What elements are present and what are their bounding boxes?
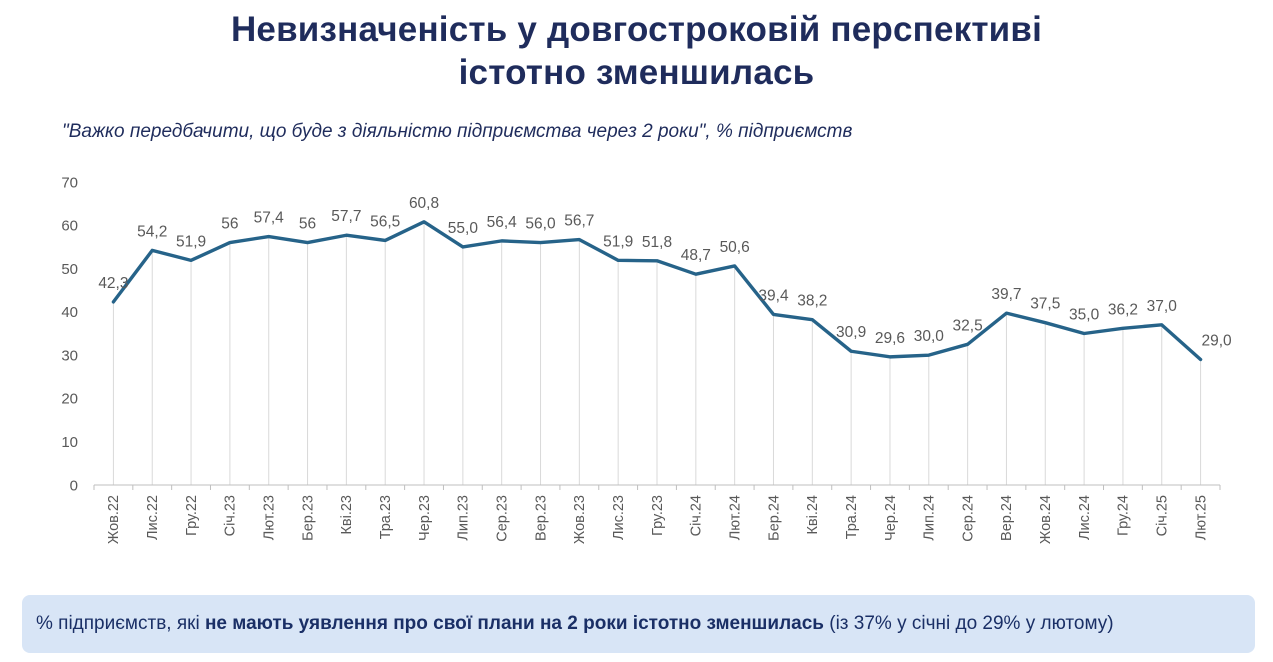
data-point-label: 50,6 [720, 239, 750, 256]
series-line [111, 220, 1203, 362]
data-point-label: 36,2 [1108, 301, 1138, 318]
x-axis-category-label: Лют.25 [1193, 495, 1209, 540]
note-banner: % підприємств, які не мають уявлення про… [22, 595, 1255, 653]
x-axis-category-label: Тра.23 [378, 495, 394, 539]
x-axis-category-label: Лип.24 [922, 495, 938, 541]
x-axis-category-label: Чер.23 [417, 495, 433, 541]
page-title-line1: Невизначеність у довгостроковій перспект… [230, 10, 1043, 49]
data-point-label: 57,7 [331, 208, 361, 225]
data-point-label: 56 [299, 216, 316, 233]
data-point-label: 29,0 [1202, 332, 1233, 349]
x-axis-category-label: Кві.23 [339, 495, 355, 535]
data-point-label: 56,4 [487, 214, 518, 231]
chart-subtitle: "Важко передбачити, що буде з діяльністю… [62, 121, 853, 142]
x-axis-category-label: Вер.24 [999, 495, 1015, 541]
y-axis-tick-label: 30 [61, 347, 78, 364]
y-axis-tick-label: 0 [70, 477, 78, 494]
x-axis-category-label: Лис.22 [145, 495, 161, 540]
page-title: Невизначеність у довгостроковій перспект… [0, 8, 1273, 95]
x-axis-category-label: Гру.22 [184, 495, 200, 536]
data-point-label: 30,9 [836, 324, 866, 341]
x-axis-category-label: Бер.23 [300, 495, 316, 541]
x-axis-category-label: Сер.24 [960, 495, 976, 542]
y-axis-tick-label: 10 [61, 434, 78, 451]
data-point-label: 29,6 [875, 330, 905, 347]
note-text-prefix: % підприємств, які [36, 613, 205, 634]
data-point-label: 48,7 [681, 247, 711, 264]
note-text-bold: не мають уявлення про свої плани на 2 ро… [204, 613, 824, 634]
x-axis-category-label: Січ.25 [1155, 495, 1171, 536]
data-point-label: 55,0 [448, 220, 479, 237]
data-point-label: 51,9 [176, 233, 206, 250]
x-axis-category-label: Тра.24 [844, 495, 860, 539]
data-point-label: 56,5 [370, 213, 400, 230]
data-point-label: 38,2 [797, 293, 827, 310]
x-axis-category-label: Сер.23 [494, 495, 510, 542]
x-axis-category-label: Гру.23 [650, 495, 666, 536]
x-axis-category-label: Бер.24 [766, 495, 782, 541]
page-title-line2: істотно зменшилась [458, 53, 815, 93]
x-axis-category-label: Лип.23 [456, 495, 472, 541]
data-point-label: 54,2 [137, 223, 167, 240]
y-axis-tick-label: 50 [61, 261, 78, 278]
x-axis-category-label: Чер.24 [883, 495, 899, 541]
y-axis-tick-label: 40 [61, 304, 78, 321]
x-axis-category-label: Кві.24 [805, 495, 821, 535]
data-point-label: 60,8 [409, 195, 439, 212]
y-axis-tick-label: 20 [61, 391, 78, 408]
x-axis-category-label: Лис.24 [1077, 495, 1093, 540]
data-point-label: 37,5 [1030, 296, 1060, 313]
data-point-label: 35,0 [1069, 307, 1100, 324]
data-point-label: 56,7 [564, 213, 594, 230]
data-point-label: 57,4 [254, 210, 285, 227]
data-point-label: 42,3 [98, 275, 128, 292]
data-point-label: 39,7 [991, 286, 1021, 303]
x-axis-category-label: Жов.23 [572, 495, 588, 544]
data-point-label: 51,8 [642, 234, 672, 251]
x-axis-category-label: Січ.24 [689, 495, 705, 536]
data-point-label: 56,0 [525, 216, 556, 233]
x-axis-category-label: Жов.22 [106, 495, 122, 544]
x-axis-category-label: Лис.23 [611, 495, 627, 540]
x-axis-category-label: Лют.24 [727, 495, 743, 540]
y-axis-tick-label: 70 [61, 174, 78, 191]
data-point-label: 32,5 [953, 317, 983, 334]
data-point-label: 51,9 [603, 233, 633, 250]
x-axis-category-label: Січ.23 [223, 495, 239, 536]
x-axis-category-label: Лют.23 [262, 495, 278, 540]
data-point-label: 56 [221, 216, 238, 233]
x-axis-category-label: Гру.24 [1116, 495, 1132, 536]
data-point-label: 37,0 [1147, 298, 1178, 315]
x-axis-category-label: Жов.24 [1038, 495, 1054, 544]
x-axis-category-label: Вер.23 [533, 495, 549, 541]
y-axis-tick-label: 60 [61, 218, 78, 235]
note-text-suffix: (із 37% у січні до 29% у лютому) [823, 613, 1114, 634]
data-point-label: 30,0 [914, 328, 945, 345]
data-point-label: 39,4 [758, 287, 789, 304]
